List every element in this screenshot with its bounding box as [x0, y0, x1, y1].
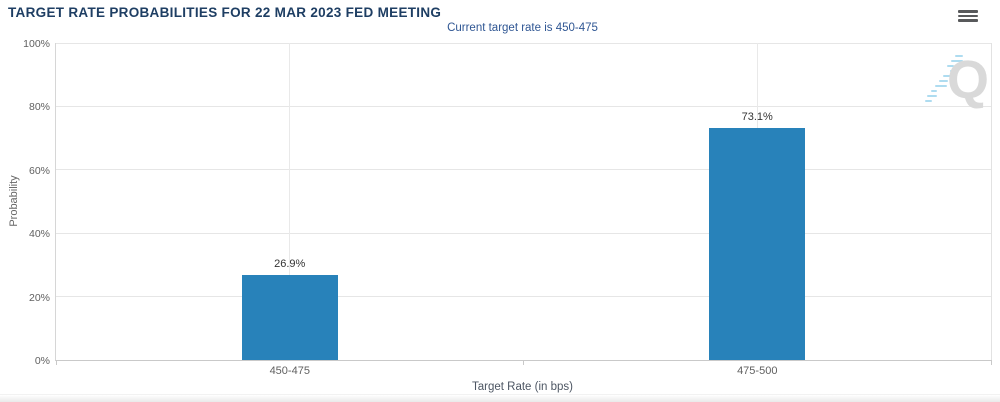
y-axis-title: Probability — [8, 175, 20, 227]
x-tick-label: 475-500 — [737, 365, 778, 377]
chart-context-menu-button[interactable] — [956, 7, 980, 25]
y-tick-label: 20% — [28, 291, 50, 304]
probability-bar[interactable] — [241, 274, 338, 360]
y-gridline — [56, 233, 991, 234]
y-tick-label: 0% — [34, 355, 50, 367]
quikstrike-logo-dashes — [925, 55, 971, 105]
watermark-dash — [943, 75, 957, 77]
y-gridline — [56, 296, 991, 297]
probability-bar[interactable] — [709, 128, 806, 360]
watermark-dash — [925, 100, 932, 102]
watermark-dash — [950, 70, 954, 72]
bar-value-label: 26.9% — [274, 257, 306, 270]
y-tick-label: 40% — [28, 228, 50, 241]
x-axis-tick — [523, 360, 524, 365]
watermark-dash — [927, 95, 937, 97]
x-axis-tick — [991, 360, 992, 365]
quikstrike-q-logo: Q — [946, 50, 989, 110]
watermark-dash — [955, 55, 963, 57]
y-tick-label: 60% — [28, 164, 50, 177]
x-axis-tick — [56, 360, 57, 365]
y-gridline — [56, 43, 991, 44]
plot-area: Q 0% 20% 40% 60% 80% 100% 26.9% 450-475 73.1% 475… — [23, 38, 992, 377]
bar-value-label: 73.1% — [741, 111, 773, 124]
watermark-dash — [935, 85, 947, 87]
x-tick-label: 450-475 — [269, 365, 310, 377]
panel-footer — [0, 394, 1000, 402]
y-gridline — [56, 106, 991, 107]
y-tick-label: 100% — [23, 38, 50, 50]
watermark-dash — [947, 65, 954, 67]
chart-title: TARGET RATE PROBABILITIES FOR 22 MAR 202… — [8, 5, 442, 20]
watermark-dash — [951, 60, 963, 62]
quikstrike-watermark: Q — [925, 53, 989, 111]
y-tick-label: 80% — [28, 101, 50, 114]
y-gridline — [56, 169, 991, 170]
watermark-dash — [939, 80, 948, 82]
x-axis-title: Target Rate (in bps) — [472, 381, 573, 393]
watermark-dash — [931, 90, 937, 92]
chart-subtitle: Current target rate is 450-475 — [447, 22, 598, 34]
category-gridline — [289, 43, 290, 360]
